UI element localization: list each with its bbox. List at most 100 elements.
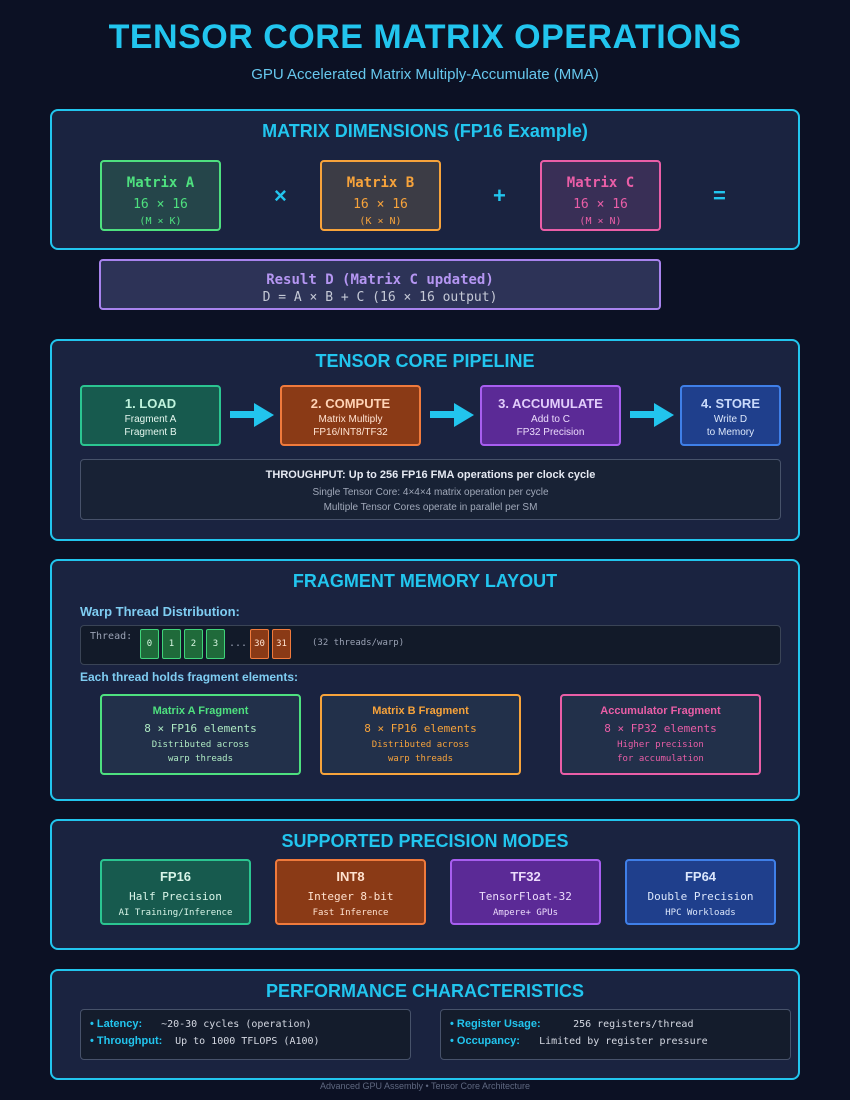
stage-accumulate-line1: Add to C [531, 414, 570, 425]
occupancy-row: • Occupancy: Limited by register pressur… [450, 1035, 708, 1047]
throughput-value: Up to 1000 TFLOPS (A100) [175, 1036, 320, 1047]
matrix-b-fragment-name: Matrix B Fragment [372, 705, 469, 717]
accumulator-fragment-desc1: Higher precision [617, 740, 704, 750]
precision-panel: SUPPORTED PRECISION MODES FP16 Half Prec… [50, 819, 800, 950]
precision-fp64: FP64 Double Precision HPC Workloads [625, 859, 776, 925]
matrix-a-fragment-name: Matrix A Fragment [152, 705, 249, 717]
arrow-right-icon [230, 403, 274, 427]
plus-operator: + [493, 183, 506, 208]
precision-int8-desc: Integer 8-bit [307, 890, 394, 903]
matrix-a-dims: (M × K) [139, 216, 182, 227]
arrow-right-icon [630, 403, 674, 427]
stage-load: 1. LOAD Fragment A Fragment B [80, 385, 221, 446]
stage-accumulate-name: 3. ACCUMULATE [498, 396, 603, 411]
precision-fp16: FP16 Half Precision AI Training/Inferenc… [100, 859, 251, 925]
pipeline-panel: TENSOR CORE PIPELINE 1. LOAD Fragment A … [50, 339, 800, 541]
fragment-title: FRAGMENT MEMORY LAYOUT [292, 571, 558, 591]
precision-fp16-use: AI Training/Inference [118, 908, 233, 918]
thread-cell: 31 [272, 629, 291, 659]
matrix-a-fragment-desc1: Distributed across [151, 740, 250, 750]
pipeline-title: TENSOR CORE PIPELINE [315, 351, 535, 371]
matrix-c-name: Matrix C [566, 175, 635, 191]
occupancy-value: Limited by register pressure [539, 1036, 708, 1047]
fragment-holds-label: Each thread holds fragment elements: [80, 670, 299, 684]
matrix-c-box: Matrix C 16 × 16 (M × N) [540, 160, 661, 231]
register-usage-row: • Register Usage: 256 registers/thread [450, 1018, 693, 1030]
matrix-a-fragment-desc2: warp threads [167, 754, 234, 764]
performance-panel: PERFORMANCE CHARACTERISTICS • Latency: ~… [50, 969, 800, 1080]
precision-int8: INT8 Integer 8-bit Fast Inference [275, 859, 426, 925]
matrix-dimensions-panel: MATRIX DIMENSIONS (FP16 Example) Matrix … [50, 109, 800, 250]
matrix-a-box: Matrix A 16 × 16 (M × K) [100, 160, 221, 231]
precision-fp16-name: FP16 [159, 869, 192, 884]
precision-title: SUPPORTED PRECISION MODES [281, 831, 569, 851]
matrix-dimensions-title: MATRIX DIMENSIONS (FP16 Example) [262, 121, 588, 141]
performance-right-box: • Register Usage: 256 registers/thread •… [440, 1009, 791, 1060]
stage-accumulate: 3. ACCUMULATE Add to C FP32 Precision [480, 385, 621, 446]
stage-compute-name: 2. COMPUTE [310, 396, 391, 411]
matrix-a-size: 16 × 16 [133, 197, 188, 212]
latency-value: ~20-30 cycles (operation) [161, 1019, 312, 1030]
accumulator-fragment: Accumulator Fragment 8 × FP32 elements H… [560, 694, 761, 775]
stage-load-name: 1. LOAD [124, 396, 177, 411]
precision-tf32: TF32 TensorFloat-32 Ampere+ GPUs [450, 859, 601, 925]
stage-load-line2: Fragment B [124, 427, 177, 438]
warp-distribution-label: Warp Thread Distribution: [80, 604, 240, 619]
result-d-box: Result D (Matrix C updated) D = A × B + … [99, 259, 661, 310]
performance-title: PERFORMANCE CHARACTERISTICS [265, 981, 584, 1001]
performance-left-box: • Latency: ~20-30 cycles (operation) • T… [80, 1009, 411, 1060]
thread-cell: 30 [250, 629, 269, 659]
latency-row: • Latency: ~20-30 cycles (operation) [90, 1018, 312, 1030]
page-subtitle: GPU Accelerated Matrix Multiply-Accumula… [251, 66, 599, 83]
precision-fp16-desc: Half Precision [129, 890, 222, 903]
thread-cell: 2 [184, 629, 203, 659]
precision-fp64-desc: Double Precision [647, 890, 754, 903]
footer-text: Advanced GPU Assembly • Tensor Core Arch… [319, 1081, 531, 1091]
equals-operator: = [713, 183, 726, 208]
result-d-formula: D = A × B + C (16 × 16 output) [262, 290, 498, 305]
throughput-main: THROUGHPUT: Up to 256 FP16 FMA operation… [265, 469, 596, 481]
precision-tf32-name: TF32 [510, 869, 541, 884]
result-d-name: Result D (Matrix C updated) [266, 272, 494, 288]
matrix-b-fragment-count: 8 × FP16 elements [364, 722, 477, 735]
occupancy-key: • Occupancy: [450, 1035, 520, 1047]
matrix-b-dims: (K × N) [359, 216, 402, 227]
accumulator-fragment-count: 8 × FP32 elements [604, 722, 717, 735]
matrix-c-dims: (M × N) [579, 216, 622, 227]
thread-bar: Thread: 0 1 2 3 ... 30 31 (32 threads/wa… [80, 625, 781, 665]
page-title: TENSOR CORE MATRIX OPERATIONS [108, 18, 742, 56]
threads-note: (32 threads/warp) [312, 638, 405, 648]
matrix-a-fragment: Matrix A Fragment 8 × FP16 elements Dist… [100, 694, 301, 775]
thread-cell: 0 [140, 629, 159, 659]
multiply-operator: × [274, 183, 287, 208]
precision-int8-name: INT8 [336, 869, 365, 884]
matrix-c-size: 16 × 16 [573, 197, 628, 212]
precision-fp64-name: FP64 [684, 869, 717, 884]
stage-store: 4. STORE Write D to Memory [680, 385, 781, 446]
accumulator-fragment-desc2: for accumulation [617, 754, 704, 764]
stage-compute: 2. COMPUTE Matrix Multiply FP16/INT8/TF3… [280, 385, 421, 446]
thread-ellipsis: ... [229, 638, 248, 649]
throughput-line1: Single Tensor Core: 4×4×4 matrix operati… [312, 487, 549, 498]
stage-store-line1: Write D [713, 414, 748, 425]
stage-store-line2: to Memory [706, 427, 755, 438]
register-usage-value: 256 registers/thread [573, 1019, 694, 1030]
throughput-box: THROUGHPUT: Up to 256 FP16 FMA operation… [80, 459, 781, 520]
register-usage-key: • Register Usage: [450, 1018, 541, 1030]
throughput-key: • Throughput: [90, 1035, 163, 1047]
thread-cell: 3 [206, 629, 225, 659]
matrix-a-fragment-count: 8 × FP16 elements [144, 722, 257, 735]
stage-compute-line2: FP16/INT8/TF32 [313, 427, 388, 438]
latency-key: • Latency: [90, 1018, 143, 1030]
thread-cell: 1 [162, 629, 181, 659]
precision-tf32-desc: TensorFloat-32 [479, 890, 572, 903]
precision-int8-use: Fast Inference [312, 908, 389, 918]
matrix-b-fragment-desc1: Distributed across [371, 740, 470, 750]
fragment-panel: FRAGMENT MEMORY LAYOUT Warp Thread Distr… [50, 559, 800, 801]
matrix-b-size: 16 × 16 [353, 197, 408, 212]
matrix-b-box: Matrix B 16 × 16 (K × N) [320, 160, 441, 231]
precision-fp64-use: HPC Workloads [665, 908, 736, 918]
stage-accumulate-line2: FP32 Precision [516, 427, 585, 438]
arrow-right-icon [430, 403, 474, 427]
matrix-a-name: Matrix A [126, 175, 195, 191]
